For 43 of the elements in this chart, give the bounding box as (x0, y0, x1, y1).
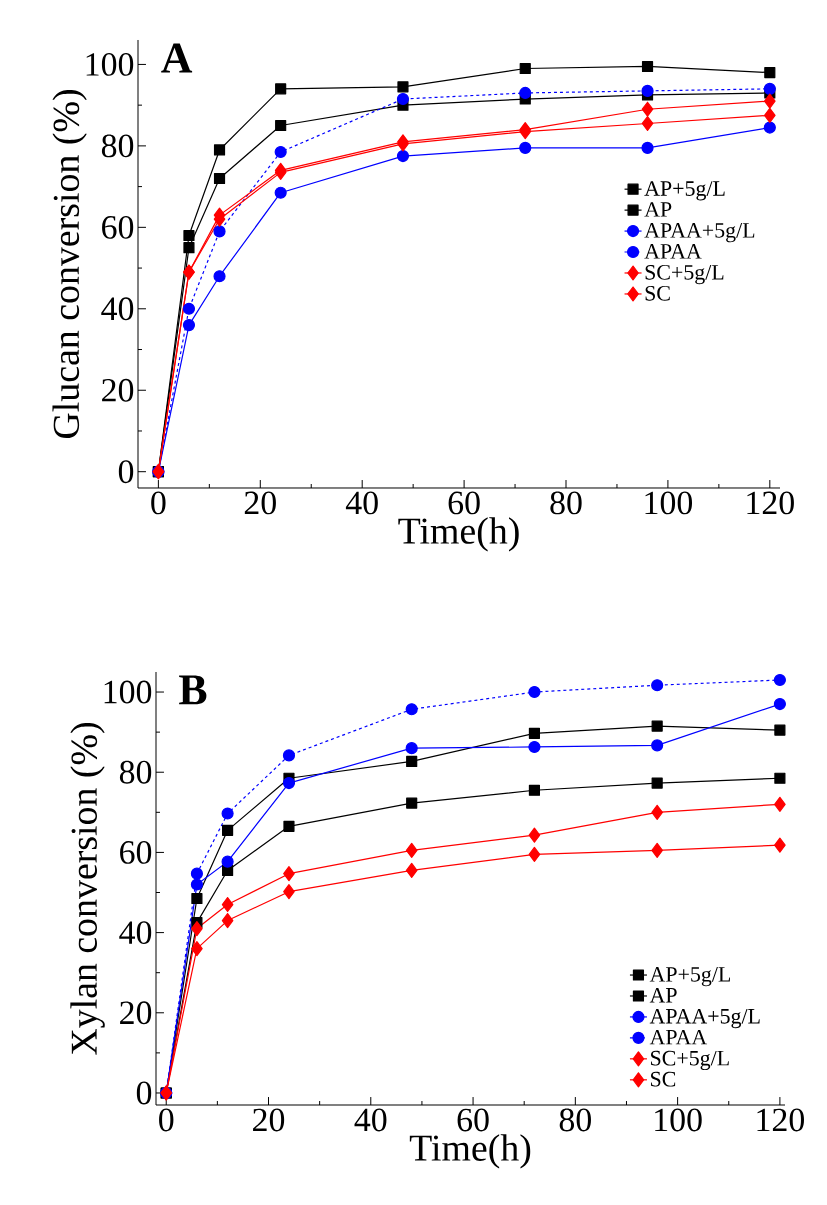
x-tick-label: 100 (645, 491, 693, 515)
y-tick-label: 40 (119, 921, 152, 945)
x-tick-label: 80 (550, 491, 582, 515)
y-tick-label: 80 (101, 134, 134, 158)
x-axis-title: Time(h) (409, 1134, 531, 1169)
legend-label: AP+5g/L (644, 181, 725, 201)
y-tick-label: 100 (104, 680, 152, 704)
x-tick-label: 120 (747, 491, 794, 515)
legend-label: APAA+5g/L (649, 1008, 760, 1029)
x-tick-label: 0 (159, 1108, 174, 1132)
legend-label: AP+5g/L (649, 967, 730, 987)
legend-label: SC+5g/L (651, 1050, 729, 1071)
x-tick-label: 80 (559, 1108, 591, 1132)
y-tick-label: 0 (118, 460, 134, 484)
legend-label: AP (644, 202, 672, 217)
legend-label: APAA+5g/L (644, 223, 755, 243)
x-tick-label: 40 (345, 491, 378, 515)
y-tick-label: 60 (102, 215, 134, 239)
y-tick-label: 20 (120, 1001, 152, 1025)
legend-label: AP (649, 988, 677, 1003)
x-tick-label: 120 (757, 1108, 804, 1132)
y-axis-title: Glucan conversion (%) (52, 90, 87, 438)
x-tick-label: 60 (457, 1108, 489, 1132)
chart-title: A (161, 43, 193, 73)
y-tick-label: 40 (101, 297, 134, 321)
x-tick-label: 100 (655, 1108, 702, 1132)
y-tick-label: 60 (120, 840, 152, 864)
x-tick-label: 60 (448, 491, 480, 515)
legend-label: SC (651, 1071, 676, 1087)
y-tick-label: 80 (119, 760, 152, 784)
x-tick-label: 40 (354, 1108, 387, 1132)
legend-label: SC (645, 285, 670, 301)
x-tick-label: 20 (244, 491, 276, 515)
legend-label: APAA (649, 1029, 708, 1045)
x-tick-label: 20 (253, 1108, 285, 1132)
y-tick-label: 20 (102, 378, 134, 402)
legend-label: SC+5g/L (645, 264, 724, 285)
y-tick-label: 0 (136, 1081, 152, 1105)
y-axis-title: Xylan conversion (%) (70, 723, 105, 1055)
x-axis-title: Time(h) (398, 517, 519, 552)
chart-title: B (179, 675, 207, 705)
y-tick-label: 100 (86, 52, 134, 76)
legend-label: APAA (644, 244, 702, 259)
